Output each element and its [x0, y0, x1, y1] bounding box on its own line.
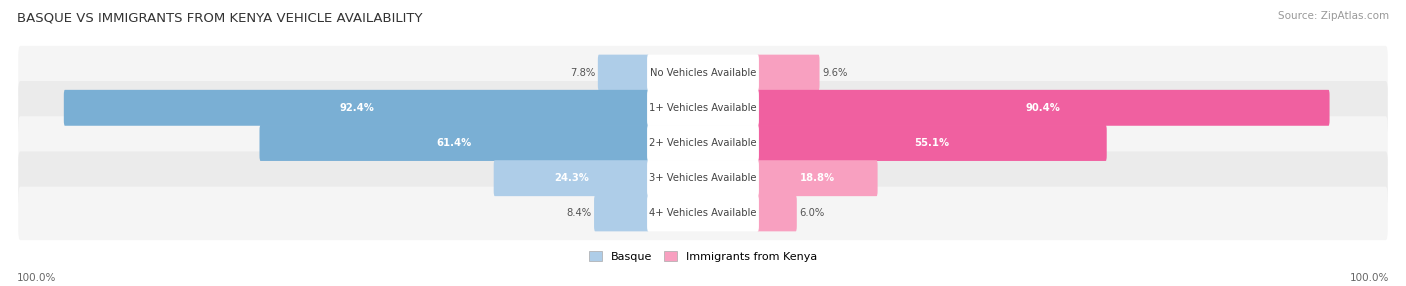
Text: 100.0%: 100.0% — [1350, 273, 1389, 283]
Text: 100.0%: 100.0% — [17, 273, 56, 283]
Text: 2+ Vehicles Available: 2+ Vehicles Available — [650, 138, 756, 148]
Text: BASQUE VS IMMIGRANTS FROM KENYA VEHICLE AVAILABILITY: BASQUE VS IMMIGRANTS FROM KENYA VEHICLE … — [17, 11, 422, 24]
Text: 4+ Vehicles Available: 4+ Vehicles Available — [650, 208, 756, 219]
FancyBboxPatch shape — [647, 90, 759, 126]
Text: 7.8%: 7.8% — [571, 67, 596, 78]
FancyBboxPatch shape — [494, 160, 650, 196]
FancyBboxPatch shape — [756, 90, 1330, 126]
Text: Source: ZipAtlas.com: Source: ZipAtlas.com — [1278, 11, 1389, 21]
FancyBboxPatch shape — [647, 125, 759, 161]
FancyBboxPatch shape — [18, 152, 1388, 205]
Text: No Vehicles Available: No Vehicles Available — [650, 67, 756, 78]
Text: 1+ Vehicles Available: 1+ Vehicles Available — [650, 103, 756, 113]
FancyBboxPatch shape — [756, 125, 1107, 161]
FancyBboxPatch shape — [756, 55, 820, 91]
FancyBboxPatch shape — [598, 55, 650, 91]
FancyBboxPatch shape — [18, 116, 1388, 170]
FancyBboxPatch shape — [595, 195, 650, 231]
FancyBboxPatch shape — [647, 160, 759, 196]
Text: 92.4%: 92.4% — [339, 103, 374, 113]
FancyBboxPatch shape — [18, 46, 1388, 99]
FancyBboxPatch shape — [647, 55, 759, 91]
Text: 8.4%: 8.4% — [567, 208, 592, 219]
Text: 18.8%: 18.8% — [800, 173, 835, 183]
Legend: Basque, Immigrants from Kenya: Basque, Immigrants from Kenya — [589, 251, 817, 262]
Text: 6.0%: 6.0% — [799, 208, 824, 219]
FancyBboxPatch shape — [260, 125, 650, 161]
Text: 61.4%: 61.4% — [437, 138, 472, 148]
Text: 55.1%: 55.1% — [914, 138, 949, 148]
Text: 3+ Vehicles Available: 3+ Vehicles Available — [650, 173, 756, 183]
FancyBboxPatch shape — [756, 195, 797, 231]
Text: 90.4%: 90.4% — [1026, 103, 1060, 113]
FancyBboxPatch shape — [647, 195, 759, 231]
Text: 9.6%: 9.6% — [823, 67, 848, 78]
FancyBboxPatch shape — [756, 160, 877, 196]
FancyBboxPatch shape — [63, 90, 650, 126]
Text: 24.3%: 24.3% — [554, 173, 589, 183]
FancyBboxPatch shape — [18, 81, 1388, 134]
FancyBboxPatch shape — [18, 187, 1388, 240]
